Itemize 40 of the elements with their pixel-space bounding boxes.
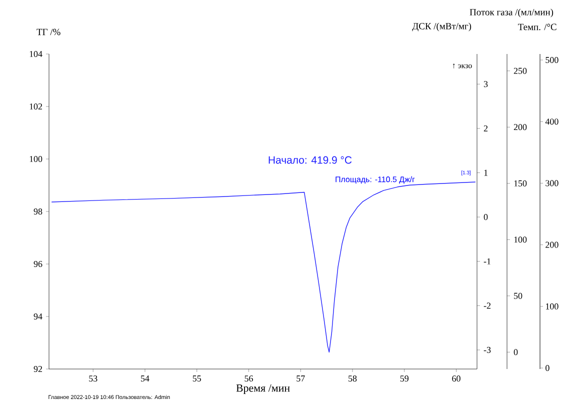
x-axis-title: Время /мин: [236, 384, 290, 394]
text: 300: [546, 180, 558, 186]
y2-tick-label: 1: [484, 170, 488, 176]
y-tick-label: 96: [34, 260, 42, 268]
text: 0: [546, 364, 550, 372]
x-tick-label: 60: [452, 376, 460, 382]
text: Темп. /°C: [518, 24, 556, 30]
y3-tick-label: 150: [514, 180, 527, 186]
y2-tick-label: -2: [484, 302, 490, 309]
x-tick-label: 54: [141, 376, 150, 382]
y3-tick-label: 100: [514, 236, 527, 243]
y2-tick-label: -1: [484, 258, 490, 264]
y3-axis-title: Поток газа /(мл/мин): [470, 8, 554, 18]
y2-axis-title: ДСК /(мВт/мг): [412, 22, 472, 32]
y-tick-label: 104: [30, 50, 42, 58]
y-tick-label: 102: [30, 103, 42, 110]
y3-tick-label: 250: [514, 68, 527, 74]
y-tick-label: 92: [34, 366, 42, 372]
x-tick-label: 58: [348, 376, 357, 382]
y2-tick-label: -3: [484, 346, 491, 353]
y3-tick-label: 50: [514, 292, 522, 299]
y3-tick-label: 200: [514, 124, 527, 130]
y-tick-label: 100: [30, 156, 42, 162]
x-tick-label: 53: [89, 376, 98, 382]
y-tick-label: 94: [34, 313, 42, 320]
y2-tick-label: 2: [484, 125, 488, 132]
x-tick-label: 56: [244, 376, 253, 382]
x-tick-label: 57: [296, 376, 305, 382]
text: 500: [546, 56, 558, 64]
text: 400: [545, 118, 558, 125]
y2-tick-label: 0: [484, 214, 488, 220]
y2-tick-label: 3: [484, 81, 488, 88]
x-tick-label: 55: [192, 376, 201, 382]
text: 100: [546, 303, 558, 310]
y3-tick-label: 0: [514, 349, 518, 356]
y-axis-title: ТГ /%: [36, 28, 60, 36]
x-tick-label: 59: [400, 376, 408, 382]
y-tick-label: 98: [34, 208, 42, 215]
annotation: Начало: 419.9 °C: [268, 156, 352, 164]
text: 200: [546, 242, 558, 248]
